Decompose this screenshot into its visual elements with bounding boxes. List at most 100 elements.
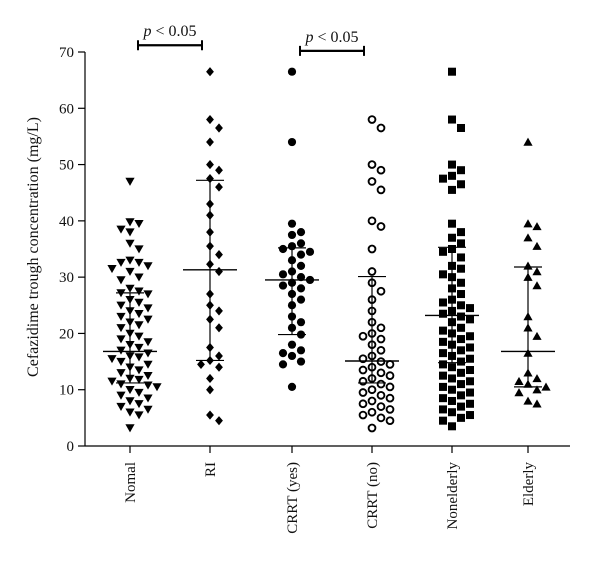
- point-triangle-down: [134, 388, 144, 397]
- point-square: [448, 408, 456, 417]
- point-triangle-up: [523, 396, 533, 405]
- point-diamond: [215, 416, 223, 426]
- point-square: [457, 253, 465, 262]
- point-triangle-down: [116, 258, 126, 267]
- point-square: [457, 278, 465, 287]
- point-triangle-down: [125, 267, 135, 276]
- significance-label: p < 0.05: [142, 23, 196, 40]
- point-triangle-down: [143, 304, 153, 313]
- point-triangle-up: [532, 281, 542, 290]
- point-triangle-down: [116, 346, 126, 355]
- point-triangle-down: [134, 400, 144, 409]
- point-triangle-down: [134, 366, 144, 375]
- point-ring: [376, 123, 386, 133]
- point-square: [457, 264, 465, 273]
- point-triangle-down: [134, 411, 144, 420]
- point-triangle-down: [125, 256, 135, 265]
- point-square: [439, 382, 447, 391]
- point-square: [439, 405, 447, 414]
- point-ring: [385, 371, 395, 380]
- point-square: [466, 411, 474, 420]
- point-triangle-up: [514, 388, 524, 397]
- x-tick-label: CRRT (yes): [285, 462, 301, 534]
- point-square: [457, 290, 465, 299]
- y-tick-label: 40: [59, 214, 74, 230]
- point-ring: [367, 423, 377, 433]
- point-square: [466, 354, 474, 363]
- point-ring: [358, 388, 368, 397]
- point-ring: [367, 115, 377, 124]
- point-triangle-down: [152, 383, 162, 392]
- point-triangle-down: [134, 287, 144, 296]
- point-triangle-up: [523, 137, 533, 146]
- point-square: [457, 323, 465, 332]
- point-ring: [376, 334, 386, 344]
- point-square: [439, 360, 447, 369]
- point-circle: [296, 346, 306, 355]
- point-square: [448, 363, 456, 372]
- point-square: [466, 343, 474, 352]
- point-triangle-down: [134, 310, 144, 319]
- point-diamond: [206, 373, 214, 384]
- y-tick-label: 50: [59, 158, 74, 174]
- point-diamond: [197, 359, 205, 369]
- point-circle: [287, 340, 297, 349]
- point-triangle-down: [143, 290, 153, 299]
- x-axis: Nomal RI CRRT (yes) CRRT (no) Nonelderly Elde…: [85, 445, 570, 534]
- point-square: [439, 247, 447, 256]
- y-tick-label: 10: [59, 383, 74, 399]
- point-diamond: [206, 114, 214, 125]
- point-ring: [376, 368, 386, 378]
- point-diamond: [215, 123, 223, 133]
- point-ring: [376, 323, 386, 333]
- point-ring: [376, 379, 386, 389]
- point-square: [466, 315, 474, 324]
- point-ring: [358, 376, 368, 386]
- point-square: [439, 326, 447, 335]
- y-axis: 0 10 20 30 40 50 60 70: [59, 45, 86, 455]
- point-triangle-down: [143, 338, 153, 347]
- point-triangle-up: [532, 385, 542, 394]
- point-triangle-down: [143, 381, 153, 390]
- point-circle: [287, 67, 297, 76]
- point-ring: [367, 267, 377, 276]
- significance-label: p < 0.05: [304, 29, 358, 46]
- point-circle: [296, 357, 306, 366]
- point-triangle-up: [532, 374, 542, 383]
- point-triangle-down: [125, 284, 135, 293]
- point-triangle-down: [143, 394, 153, 403]
- point-triangle-down: [134, 298, 144, 307]
- point-square: [457, 368, 465, 377]
- point-square: [448, 115, 456, 124]
- point-diamond: [215, 266, 223, 277]
- point-square: [439, 394, 447, 403]
- point-square: [466, 399, 474, 408]
- point-diamond: [215, 323, 223, 333]
- y-tick-label: 70: [59, 45, 74, 61]
- point-circle: [287, 137, 297, 147]
- point-triangle-down: [143, 262, 153, 271]
- point-square: [448, 171, 456, 180]
- point-circle: [278, 281, 288, 290]
- point-square: [448, 219, 456, 228]
- point-triangle-down: [143, 315, 153, 324]
- point-triangle-down: [134, 321, 144, 330]
- point-ring: [358, 365, 368, 375]
- point-square: [439, 337, 447, 346]
- point-triangle-down: [134, 332, 144, 341]
- point-triangle-up: [523, 233, 533, 242]
- point-square: [457, 357, 465, 366]
- point-square: [448, 396, 456, 405]
- point-circle: [296, 284, 306, 293]
- point-triangle-down: [125, 386, 135, 395]
- point-square: [466, 366, 474, 375]
- point-ring: [385, 416, 395, 426]
- point-triangle-down: [143, 360, 153, 369]
- point-triangle-up: [532, 267, 542, 276]
- point-ring: [385, 360, 395, 369]
- point-ring: [376, 222, 386, 231]
- point-triangle-up: [523, 219, 533, 228]
- point-square: [466, 304, 474, 313]
- y-tick-label: 30: [59, 270, 74, 286]
- point-triangle-down: [134, 245, 144, 254]
